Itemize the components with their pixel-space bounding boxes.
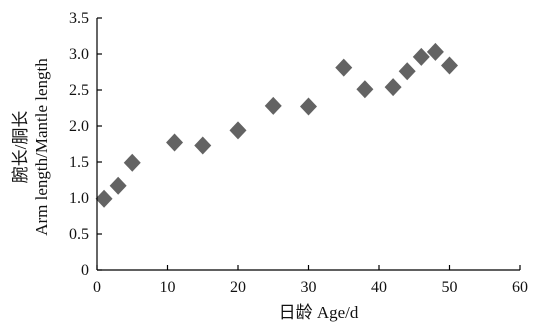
x-tick-label: 60 [512, 279, 528, 296]
data-point-diamond [300, 97, 317, 116]
y-tick-label: 3.0 [69, 46, 89, 63]
y-tick-label: 2.0 [69, 118, 89, 135]
x-tick-label: 30 [301, 279, 317, 296]
data-point-diamond [356, 80, 374, 99]
data-point-diamond [441, 56, 458, 75]
y-axis-label-chinese: 腕长/胴长 [11, 111, 30, 184]
y-tick-label: 1.5 [69, 154, 89, 171]
y-tick-label: 3.5 [69, 10, 89, 27]
data-point-diamond [109, 176, 127, 195]
data-points [95, 42, 458, 208]
data-point-diamond [398, 62, 416, 81]
y-tick-label: 0.5 [69, 226, 89, 243]
data-point-diamond [229, 121, 247, 140]
x-tick-label: 20 [230, 279, 246, 296]
data-point-diamond [194, 136, 212, 155]
y-axis-label-english: Arm length/Mantle length [32, 58, 51, 236]
x-tick-label: 10 [160, 279, 176, 296]
x-tick-label: 50 [442, 279, 458, 296]
y-tick-label: 1.0 [69, 190, 89, 207]
data-point-diamond [335, 58, 353, 77]
x-tick-label: 40 [371, 279, 387, 296]
data-point-diamond [95, 189, 113, 208]
data-point-diamond [123, 153, 141, 172]
y-axis-ticks: 0 0.5 1.0 1.5 2.0 2.5 3.0 3.5 [69, 10, 102, 279]
data-point-diamond [166, 133, 184, 152]
data-point-diamond [426, 42, 444, 61]
x-axis-label: 日龄 Age/d [279, 303, 359, 322]
y-tick-label: 0 [81, 262, 89, 279]
x-axis-ticks: 0 10 20 30 40 50 60 [93, 265, 528, 296]
data-point-diamond [384, 78, 402, 97]
data-point-diamond [412, 47, 430, 66]
data-point-diamond [264, 96, 282, 115]
x-tick-label: 0 [93, 279, 101, 296]
y-tick-label: 2.5 [69, 82, 89, 99]
